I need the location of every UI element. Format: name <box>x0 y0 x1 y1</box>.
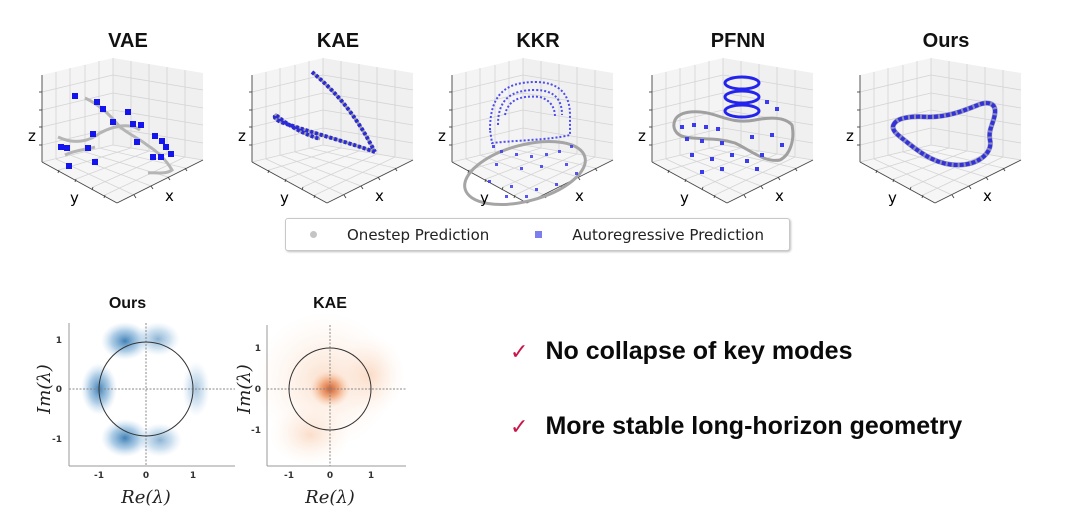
panel-pfnn: PFNN z y x <box>630 0 846 230</box>
checkmark-icon: ✓ <box>510 338 529 364</box>
legend-item-autoregressive: Autoregressive Prediction <box>489 226 764 244</box>
panel-kae: KAE z y x <box>230 0 446 230</box>
legend-label: Autoregressive Prediction <box>572 225 764 244</box>
eigen-plot-ours-canvas: 1 0 -1 -1 0 1 Re(λ) Im(λ) <box>34 322 235 508</box>
y-tick-label: -1 <box>251 426 261 436</box>
x-axis-label: x <box>165 187 174 205</box>
x-axis-label: Re(λ) <box>304 487 355 508</box>
plot-3d-vae: z y x <box>28 57 204 207</box>
panel-title: VAE <box>108 30 148 52</box>
z-axis-label: z <box>28 127 36 145</box>
y-axis-label: y <box>680 189 689 207</box>
x-tick-label: 0 <box>327 471 333 481</box>
plot-3d-pfnn: z y x <box>638 57 814 207</box>
x-axis-label: x <box>375 187 384 205</box>
x-tick-label: 0 <box>143 471 149 481</box>
y-axis-label: Im(λ) <box>34 364 55 415</box>
x-tick-label: 1 <box>190 471 196 481</box>
plot-3d-kae: z y x <box>238 57 414 207</box>
y-tick-label: 0 <box>255 385 261 395</box>
y-tick-label: 0 <box>56 385 62 395</box>
panel-ours: Ours z y x <box>838 0 1054 230</box>
eigen-plot-title: Ours <box>108 295 147 312</box>
x-axis-label: x <box>775 187 784 205</box>
panel-title: KAE <box>316 30 360 52</box>
panel-title: KKR <box>516 30 560 52</box>
checkmark-icon: ✓ <box>510 413 529 439</box>
x-tick-label: -1 <box>284 471 294 481</box>
panel-vae: VAE z y x <box>20 0 236 230</box>
eigen-plot-title: KAE <box>313 295 347 312</box>
bullet-text: No collapse of key modes <box>545 337 853 365</box>
eigen-plot-ours: Ours 1 0 -1 -1 0 1 Re(λ) Im(λ) <box>20 285 235 524</box>
y-axis-label: y <box>280 189 289 207</box>
square-marker-icon <box>535 231 543 238</box>
y-axis-label: Im(λ) <box>234 364 255 415</box>
x-tick-label: 1 <box>368 471 374 481</box>
z-axis-label: z <box>638 127 646 145</box>
y-tick-label: -1 <box>52 435 62 445</box>
panel-title: Ours <box>922 30 970 52</box>
z-axis-label: z <box>846 127 854 145</box>
panel-title: PFNN <box>710 30 766 52</box>
x-axis-label: x <box>575 187 584 205</box>
y-axis-label: y <box>70 189 79 207</box>
y-tick-label: 1 <box>255 344 261 354</box>
bullet-item-1: ✓ No collapse of key modes <box>510 337 852 366</box>
panel-kkr: KKR z y x <box>430 0 646 230</box>
y-axis-label: y <box>888 189 897 207</box>
eigen-plot-kae-canvas: 1 0 -1 -1 0 1 Re(λ) Im(λ) <box>234 312 406 508</box>
legend-item-onestep: Onestep Prediction <box>286 226 489 244</box>
x-axis-label: x <box>983 187 992 205</box>
y-tick-label: 1 <box>56 336 62 346</box>
z-axis-label: z <box>238 127 246 145</box>
y-axis-label: y <box>480 189 489 207</box>
bullet-text: More stable long-horizon geometry <box>545 412 963 440</box>
plot-3d-ours: z y x <box>846 57 1022 207</box>
legend: Onestep Prediction Autoregressive Predic… <box>285 218 790 251</box>
plot-3d-kkr: z y x <box>438 57 614 207</box>
circle-marker-icon <box>310 231 317 238</box>
bullet-item-2: ✓ More stable long-horizon geometry <box>510 412 962 441</box>
legend-label: Onestep Prediction <box>347 225 490 244</box>
x-axis-label: Re(λ) <box>120 487 171 508</box>
z-axis-label: z <box>438 127 446 145</box>
x-tick-label: -1 <box>94 471 104 481</box>
eigen-plot-kae: KAE 1 0 -1 -1 0 1 Re(λ) Im(λ) <box>230 285 430 524</box>
